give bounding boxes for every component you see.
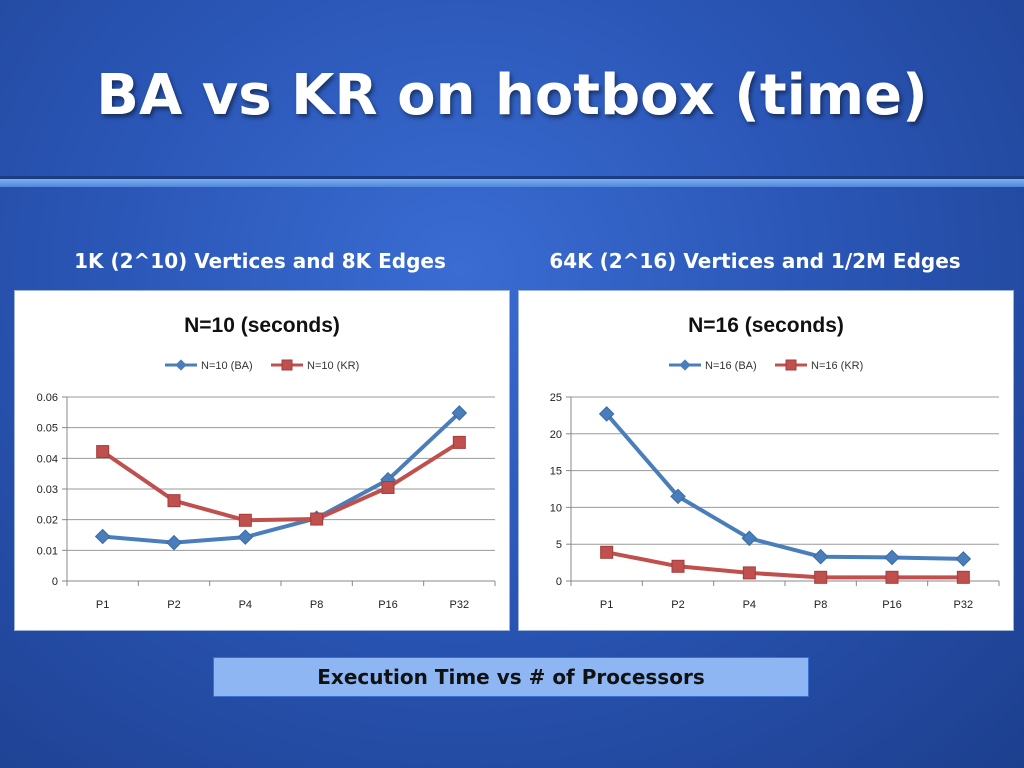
x-tick-label: P4 — [743, 599, 756, 611]
y-tick-label: 10 — [550, 502, 562, 514]
legend-marker-ba — [175, 359, 187, 371]
data-point-kr — [600, 545, 614, 559]
y-tick-label: 25 — [550, 392, 562, 404]
y-tick-label: 0.02 — [37, 515, 58, 527]
y-tick-label: 0.04 — [37, 453, 58, 465]
title-divider — [0, 176, 1024, 179]
x-tick-label: P32 — [450, 599, 470, 611]
series-line-kr — [604, 550, 966, 580]
data-point-kr — [742, 566, 756, 580]
slide-title: BA vs KR on hotbox (time) — [96, 63, 928, 128]
data-point-ba — [741, 530, 758, 547]
x-tick-label: P2 — [167, 599, 180, 611]
x-tick-label: P1 — [600, 599, 613, 611]
chart-panel-n16: N=16 (seconds) N=16 (BA) N=16 (KR) 0 5 10 15 20… — [518, 290, 1014, 631]
x-tick-label: P2 — [671, 599, 684, 611]
data-point-ba — [166, 534, 182, 551]
y-tick-label: 0.03 — [37, 484, 58, 496]
data-point-kr — [238, 513, 252, 527]
caption-text: Execution Time vs # of Processors — [317, 665, 705, 689]
x-tick-label: P1 — [96, 599, 109, 611]
data-point-kr — [310, 512, 324, 526]
y-tick-label: 15 — [550, 466, 562, 478]
legend-label: N=10 (BA) — [201, 360, 253, 372]
data-point-ba — [598, 406, 615, 422]
x-tick-label: P8 — [310, 599, 323, 611]
y-tick-label: 0 — [556, 576, 562, 588]
legend-marker-ba — [679, 359, 691, 371]
y-tick-label: 0.05 — [37, 423, 58, 435]
chart-title: N=10 (seconds) — [184, 314, 340, 337]
chart-panel-n10: N=10 (seconds) N=10 (BA) N=10 (KR) 0 0.01 0.0… — [14, 290, 510, 631]
series-line-ba — [604, 411, 966, 561]
chart-n10: N=10 (seconds) N=10 (BA) N=10 (KR) 0 0.01 0.0… — [37, 314, 496, 611]
data-point-ba — [955, 551, 972, 567]
x-tick-label: P4 — [239, 599, 252, 611]
data-point-ba — [884, 549, 900, 566]
series-line-kr — [100, 440, 462, 523]
data-point-kr — [381, 480, 395, 494]
left-chart-heading: 1K (2^10) Vertices and 8K Edges — [74, 249, 446, 273]
data-point-kr — [167, 494, 181, 508]
y-tick-label: 0 — [52, 576, 58, 588]
legend-marker-kr — [785, 359, 797, 371]
y-tick-label: 5 — [556, 539, 562, 551]
caption-box: Execution Time vs # of Processors — [213, 657, 809, 697]
legend-label: N=16 (KR) — [811, 360, 863, 372]
data-point-kr — [814, 570, 828, 584]
data-point-ba — [94, 528, 111, 545]
data-point-kr — [452, 435, 466, 449]
x-tick-label: P32 — [954, 599, 974, 611]
data-point-kr — [96, 445, 110, 459]
x-tick-label: P16 — [378, 599, 398, 611]
x-tick-label: P16 — [882, 599, 902, 611]
chart-title: N=16 (seconds) — [688, 314, 844, 337]
legend-label: N=10 (KR) — [307, 360, 359, 372]
data-point-ba — [812, 548, 829, 565]
legend-marker-kr — [281, 359, 293, 371]
data-point-ba — [451, 405, 468, 421]
data-point-kr — [671, 559, 685, 573]
data-point-kr — [956, 570, 970, 584]
x-tick-label: P8 — [814, 599, 827, 611]
y-tick-label: 20 — [550, 429, 562, 441]
y-tick-label: 0.06 — [37, 392, 58, 404]
y-tick-label: 0.01 — [37, 545, 58, 557]
chart-n16: N=16 (seconds) N=16 (BA) N=16 (KR) 0 5 10 15 20… — [550, 314, 1000, 611]
title-divider-highlight — [0, 179, 1024, 187]
data-point-ba — [237, 529, 254, 545]
right-chart-heading: 64K (2^16) Vertices and 1/2M Edges — [549, 249, 961, 273]
data-point-kr — [885, 570, 899, 584]
series-line-ba — [100, 410, 462, 545]
data-point-ba — [670, 488, 686, 505]
legend-label: N=16 (BA) — [705, 360, 757, 372]
